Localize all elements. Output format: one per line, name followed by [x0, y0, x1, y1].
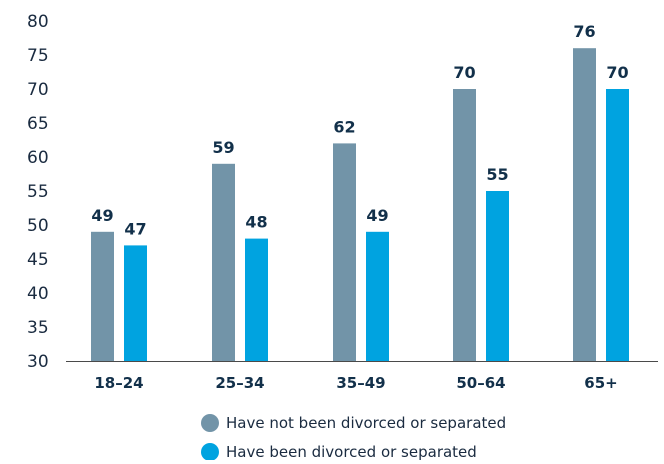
- bar-not-divorced-2: [333, 143, 356, 361]
- data-label: 55: [486, 165, 508, 184]
- legend-item: Have not been divorced or separated: [201, 414, 506, 432]
- x-tick-label: 35–49: [336, 374, 385, 392]
- x-tick-label: 65+: [584, 374, 617, 392]
- x-tick-label: 18–24: [94, 374, 143, 392]
- y-tick-label: 80: [27, 12, 49, 32]
- bar-divorced-0: [124, 245, 147, 361]
- legend-marker: [201, 414, 219, 432]
- y-tick-label: 65: [27, 114, 49, 134]
- legend-item: Have been divorced or separated: [201, 443, 477, 461]
- y-tick-label: 40: [27, 284, 49, 304]
- y-tick-label: 35: [27, 318, 49, 338]
- data-label: 76: [573, 22, 595, 41]
- data-label: 70: [606, 63, 628, 82]
- legend: Have not been divorced or separated Have …: [201, 414, 506, 461]
- bar-divorced-1: [245, 238, 268, 361]
- bar-divorced-3: [486, 191, 509, 361]
- legend-label: Have not been divorced or separated: [226, 414, 506, 432]
- y-tick-label: 60: [27, 148, 49, 168]
- y-tick-label: 50: [27, 216, 49, 236]
- x-tick-label: 25–34: [215, 374, 264, 392]
- y-tick-label: 45: [27, 250, 49, 270]
- y-tick-label: 70: [27, 80, 49, 100]
- bar-not-divorced-3: [453, 89, 476, 361]
- y-tick-label: 75: [27, 46, 49, 66]
- legend-label: Have been divorced or separated: [226, 443, 477, 460]
- data-label: 49: [91, 206, 113, 225]
- bars: [91, 48, 629, 361]
- data-label: 48: [245, 213, 267, 232]
- bar-divorced-4: [606, 89, 629, 361]
- data-label: 59: [212, 138, 234, 157]
- x-axis: 18–24 25–34 35–49 50–64 65+: [94, 374, 617, 392]
- y-tick-label: 55: [27, 182, 49, 202]
- data-label: 62: [333, 117, 355, 136]
- data-label: 70: [453, 63, 475, 82]
- bar-divorced-2: [366, 231, 389, 361]
- bar-not-divorced-0: [91, 231, 114, 361]
- bar-not-divorced-4: [573, 48, 596, 361]
- x-tick-label: 50–64: [456, 374, 505, 392]
- legend-marker: [201, 443, 219, 461]
- y-axis: 30 35 40 45 50 55 60 65 70 75 80: [27, 12, 49, 372]
- y-tick-label: 30: [27, 352, 49, 372]
- data-label: 47: [124, 219, 146, 238]
- data-labels: 49 59 62 70 76 47 48 49 55 70: [91, 22, 628, 238]
- bar-not-divorced-1: [212, 163, 235, 361]
- data-label: 49: [366, 206, 388, 225]
